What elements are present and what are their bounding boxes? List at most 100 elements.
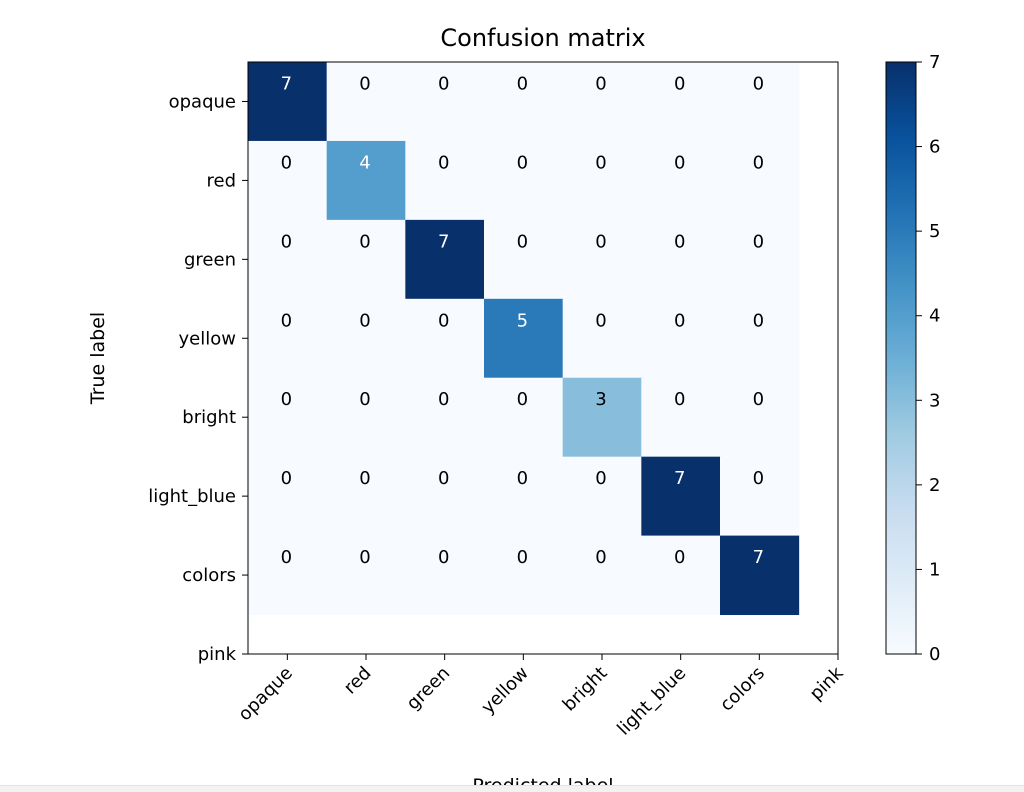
- heatmap-cell: [326, 535, 406, 616]
- cell-value-label: 0: [359, 547, 370, 568]
- heatmap-cell: [484, 62, 564, 142]
- heatmap-cell: [641, 140, 721, 221]
- heatmap-cell: [248, 219, 328, 300]
- heatmap-cell: [405, 377, 485, 458]
- cell-value-label: 0: [517, 547, 528, 568]
- heatmap-cell-labels: 7 0 0 0 0 0 0 0 4 0 0 0 0 0 0 0 7 0 0 0 0 0 0 0 5 0 0 0 0 0 0 0 3 0 0 0 0 0 0 0…: [281, 73, 764, 568]
- heatmap-cell: [720, 62, 800, 142]
- colorbar: 0 1 2 3 4 5 6 7: [885, 52, 940, 665]
- heatmap-cell: [641, 535, 721, 616]
- x-tick-label: pink: [806, 662, 848, 704]
- heatmap-cell: [562, 62, 642, 142]
- y-tick-label: yellow: [179, 328, 236, 349]
- y-tick-label: green: [184, 249, 236, 270]
- y-axis: opaque red green yellow bright light_bluecolo…: [148, 91, 248, 665]
- x-tick-label: bright: [559, 663, 612, 716]
- heatmap-cell: [248, 377, 328, 458]
- cell-value-label: 0: [438, 389, 449, 410]
- y-tick-label: bright: [182, 407, 236, 428]
- heatmap-cell: [720, 298, 800, 379]
- heatmap-cell: [405, 456, 485, 537]
- cell-value-label: 0: [517, 152, 528, 173]
- y-tick-label: colors: [182, 565, 236, 586]
- cell-value-label: 0: [359, 389, 370, 410]
- cell-value-label: 0: [359, 310, 370, 331]
- cell-value-label: 0: [595, 547, 606, 568]
- cell-value-label: 0: [281, 547, 292, 568]
- heatmap-cell: [641, 219, 721, 300]
- cell-value-label: 0: [595, 73, 606, 94]
- heatmap-cell: [641, 62, 721, 142]
- heatmap-cell: [326, 140, 406, 221]
- cell-value-label: 0: [595, 152, 606, 173]
- chart-title: Confusion matrix: [440, 24, 645, 52]
- x-tick-label: light_blue: [613, 663, 690, 740]
- cell-value-label: 4: [359, 152, 370, 173]
- cell-value-label: 5: [517, 310, 528, 331]
- heatmap-cell: [405, 535, 485, 616]
- x-tick-label: colors: [716, 663, 769, 716]
- colorbar-tick-label: 7: [929, 52, 940, 73]
- heatmap-cell: [326, 62, 406, 142]
- cell-value-label: 0: [438, 468, 449, 489]
- cell-value-label: 0: [595, 310, 606, 331]
- cell-value-label: 0: [359, 73, 370, 94]
- heatmap-cell: [641, 298, 721, 379]
- heatmap-cell: [405, 219, 485, 300]
- colorbar-tick-label: 5: [929, 221, 940, 242]
- cell-value-label: 0: [674, 231, 685, 252]
- heatmap-cell: [484, 298, 564, 379]
- x-tick-label: opaque: [234, 663, 297, 726]
- y-tick-label: red: [206, 170, 236, 191]
- y-tick-label: pink: [198, 644, 237, 665]
- heatmap-cell: [562, 140, 642, 221]
- heatmap-cell: [562, 298, 642, 379]
- cell-value-label: 0: [359, 468, 370, 489]
- heatmap-cell: [248, 140, 328, 221]
- y-axis-label: True label: [87, 312, 109, 405]
- heatmap-cell: [248, 535, 328, 616]
- colorbar-tick-label: 6: [929, 137, 940, 158]
- x-axis-label: Predicted label: [472, 775, 613, 785]
- colorbar-tick-label: 2: [929, 475, 940, 496]
- colorbar-tick-label: 4: [929, 306, 940, 327]
- heatmap-cell: [484, 219, 564, 300]
- cell-value-label: 0: [595, 468, 606, 489]
- bottom-strip: [0, 785, 1024, 792]
- cell-value-label: 0: [753, 389, 764, 410]
- cell-value-label: 0: [595, 231, 606, 252]
- cell-value-label: 0: [281, 468, 292, 489]
- cell-value-label: 0: [753, 73, 764, 94]
- heatmap-cell: [641, 377, 721, 458]
- heatmap-cell: [720, 535, 800, 616]
- heatmap-cell: [326, 377, 406, 458]
- heatmap-cell: [326, 219, 406, 300]
- heatmap-cell: [484, 140, 564, 221]
- heatmap-cells: [248, 62, 800, 616]
- cell-value-label: 0: [674, 73, 685, 94]
- cell-value-label: 0: [674, 152, 685, 173]
- colorbar-tick-label: 0: [929, 644, 940, 665]
- heatmap-cell: [562, 219, 642, 300]
- cell-value-label: 3: [595, 389, 606, 410]
- cell-value-label: 0: [517, 468, 528, 489]
- plot-frame: [247, 61, 839, 655]
- heatmap-cell: [484, 456, 564, 537]
- cell-value-label: 7: [438, 231, 449, 252]
- x-tick-label: green: [403, 663, 455, 715]
- heatmap-cell: [641, 456, 721, 537]
- cell-value-label: 0: [281, 310, 292, 331]
- cell-value-label: 0: [438, 547, 449, 568]
- heatmap-cell: [720, 456, 800, 537]
- heatmap-cell: [405, 140, 485, 221]
- y-tick-label: opaque: [169, 91, 236, 112]
- cell-value-label: 0: [753, 152, 764, 173]
- cell-value-label: 0: [281, 389, 292, 410]
- cell-value-label: 0: [359, 231, 370, 252]
- y-tick-label: light_blue: [148, 486, 236, 507]
- heatmap-cell: [720, 140, 800, 221]
- colorbar-gradient: [885, 61, 917, 655]
- cell-value-label: 0: [438, 152, 449, 173]
- cell-value-label: 0: [438, 310, 449, 331]
